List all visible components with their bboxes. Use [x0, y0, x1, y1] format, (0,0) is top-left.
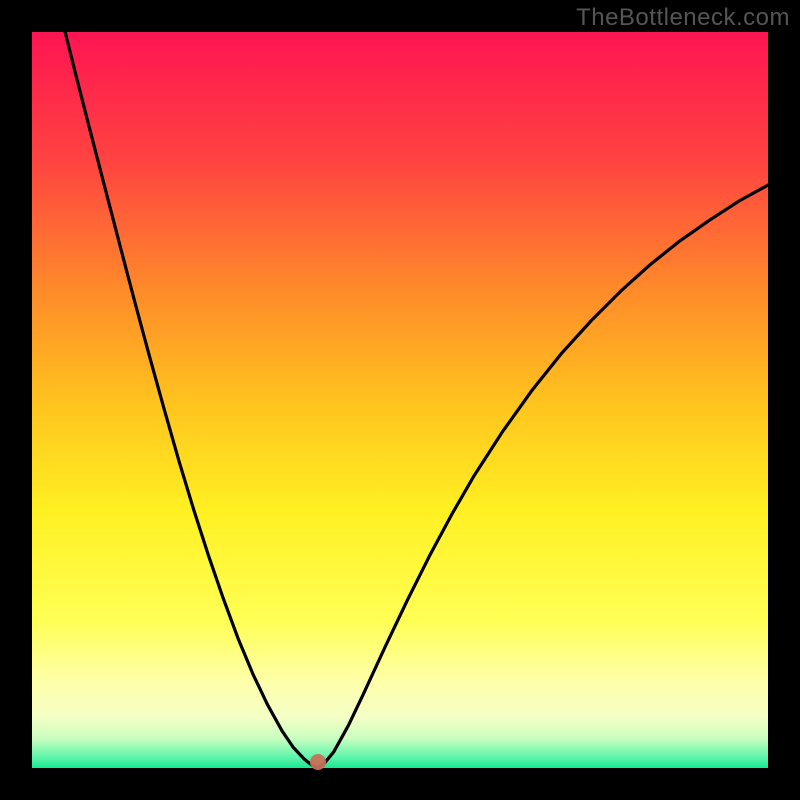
bottleneck-curve	[32, 32, 768, 768]
plot-area	[32, 32, 768, 768]
optimum-marker	[310, 754, 326, 770]
watermark-text: TheBottleneck.com	[576, 4, 790, 32]
